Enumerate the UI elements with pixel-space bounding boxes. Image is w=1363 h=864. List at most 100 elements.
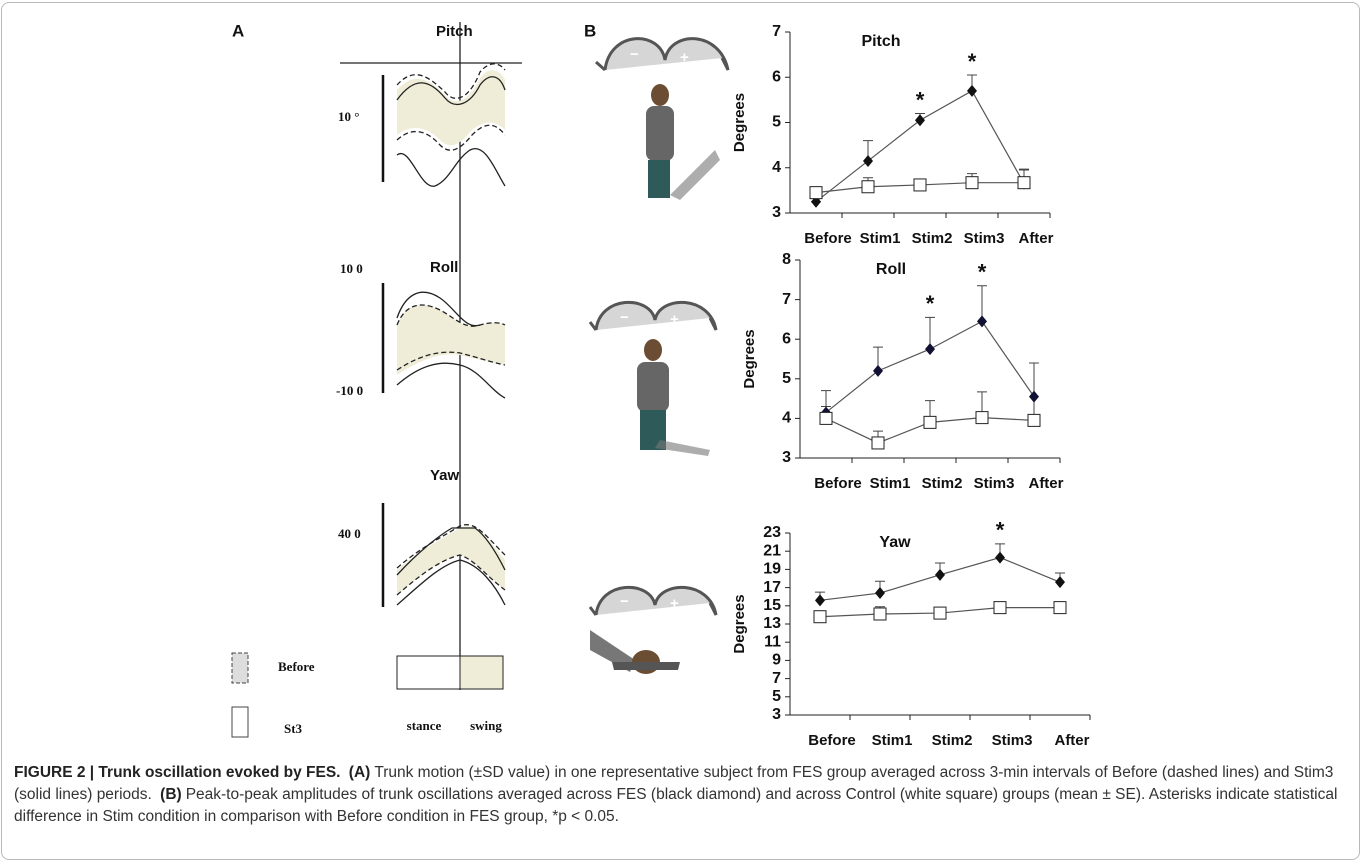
- plus-sign: +: [670, 311, 679, 328]
- y-tick-label: 9: [772, 652, 781, 669]
- rotation-icon: − +: [588, 300, 718, 456]
- stim3-trace: [396, 76, 506, 187]
- rotation-icon: − +: [595, 37, 730, 200]
- caption-label: (A): [348, 764, 371, 781]
- x-tick-label: Stim2: [912, 230, 953, 247]
- sd-band: [397, 526, 505, 595]
- sd-band: [397, 305, 505, 375]
- significance-mark: *: [996, 518, 1005, 543]
- diamond-marker: [935, 568, 945, 581]
- panel-label: B: [584, 21, 596, 40]
- chart-title: Yaw: [879, 534, 911, 551]
- sd-band: [397, 70, 505, 146]
- plus-sign: +: [670, 595, 679, 612]
- x-tick-label: After: [1018, 230, 1053, 247]
- y-axis-label: Degrees: [731, 93, 748, 152]
- square-marker: [933, 606, 947, 620]
- diamond-marker: [873, 364, 883, 377]
- rotation-icon: − +: [588, 585, 718, 674]
- x-tick-label: Stim1: [860, 230, 901, 247]
- square-marker: [819, 411, 833, 425]
- y-tick-label: 4: [772, 159, 781, 176]
- scale-label: 10 °: [338, 109, 359, 124]
- y-tick-label: 21: [763, 542, 781, 559]
- y-tick-label: 3: [772, 204, 781, 221]
- plus-sign: +: [680, 49, 689, 66]
- trace-title: Pitch: [436, 23, 473, 40]
- minus-sign: −: [630, 46, 639, 63]
- y-tick-label: 5: [772, 688, 781, 705]
- x-tick-label: Before: [814, 475, 862, 492]
- square-marker: [975, 411, 989, 425]
- diamond-marker: [875, 587, 885, 600]
- y-tick-label: 6: [782, 330, 791, 347]
- before-trace: [396, 524, 506, 596]
- square-marker: [1027, 413, 1041, 427]
- stim3-trace: [396, 527, 506, 606]
- significance-mark: *: [968, 49, 977, 74]
- x-tick-label: Stim3: [974, 475, 1015, 492]
- y-tick-label: 4: [782, 410, 791, 427]
- caption-title: FIGURE 2 | Trunk oscillation evoked by F…: [14, 764, 341, 781]
- stim3-trace: [396, 291, 506, 399]
- trace-title: Roll: [430, 259, 458, 276]
- diamond-marker: [815, 594, 825, 607]
- y-tick-label: 17: [763, 579, 781, 596]
- y-tick-label: 11: [764, 633, 781, 650]
- caption-text: Peak-to-peak amplitudes of trunk oscilla…: [14, 786, 1338, 825]
- diamond-marker: [863, 154, 873, 167]
- y-tick-label: 6: [772, 68, 781, 85]
- x-tick-label: Stim1: [872, 732, 913, 749]
- x-tick-label: Stim1: [870, 475, 911, 492]
- minus-sign: −: [620, 593, 629, 610]
- square-marker: [993, 601, 1007, 615]
- caption-label: (B): [160, 786, 182, 803]
- caption-text: Trunk motion (±SD value) in one represen…: [14, 764, 1334, 803]
- scale-label: 40 0: [338, 526, 361, 541]
- y-tick-label: 3: [772, 706, 781, 723]
- diamond-marker: [967, 84, 977, 97]
- scale-label: -10 0: [336, 383, 363, 398]
- legend-swatch: [231, 652, 249, 684]
- minus-sign: −: [620, 309, 629, 326]
- legend-swatch: [231, 706, 249, 738]
- x-tick-label: After: [1028, 475, 1063, 492]
- square-marker: [1017, 176, 1031, 190]
- x-tick-label: Before: [804, 230, 852, 247]
- diamond-marker: [925, 343, 935, 356]
- y-tick-label: 13: [763, 615, 781, 632]
- figure: A B Pitch 10 ° Roll 10 0 -10 0 Yaw 40 0 …: [231, 21, 1091, 749]
- y-tick-label: 5: [772, 114, 781, 131]
- swing-box: [459, 655, 504, 690]
- square-marker: [1053, 601, 1067, 615]
- y-tick-label: 5: [782, 370, 791, 387]
- x-tick-label: Stim2: [922, 475, 963, 492]
- trace-title: Yaw: [430, 467, 460, 484]
- square-marker: [861, 180, 875, 194]
- diamond-marker: [977, 315, 987, 328]
- square-marker: [809, 186, 823, 200]
- y-tick-label: 8: [782, 251, 791, 268]
- panel-label: A: [232, 21, 244, 40]
- x-tick-label: Stim3: [964, 230, 1005, 247]
- phase-label: stance: [407, 718, 442, 733]
- square-marker: [965, 176, 979, 190]
- x-tick-label: Stim2: [932, 732, 973, 749]
- stance-box: [396, 655, 461, 690]
- significance-mark: *: [916, 87, 925, 112]
- square-marker: [871, 436, 885, 450]
- before-trace: [396, 304, 506, 371]
- significance-mark: *: [978, 260, 987, 285]
- y-tick-label: 19: [763, 561, 781, 578]
- diamond-marker: [915, 114, 925, 127]
- y-tick-label: 7: [772, 23, 781, 40]
- y-tick-label: 23: [763, 524, 781, 541]
- y-tick-label: 15: [763, 597, 781, 614]
- legend-label: St3: [284, 721, 303, 736]
- phase-label: swing: [470, 718, 502, 733]
- square-marker: [923, 415, 937, 429]
- x-tick-label: Before: [808, 732, 856, 749]
- y-tick-label: 3: [782, 449, 791, 466]
- y-axis-label: Degrees: [741, 329, 758, 388]
